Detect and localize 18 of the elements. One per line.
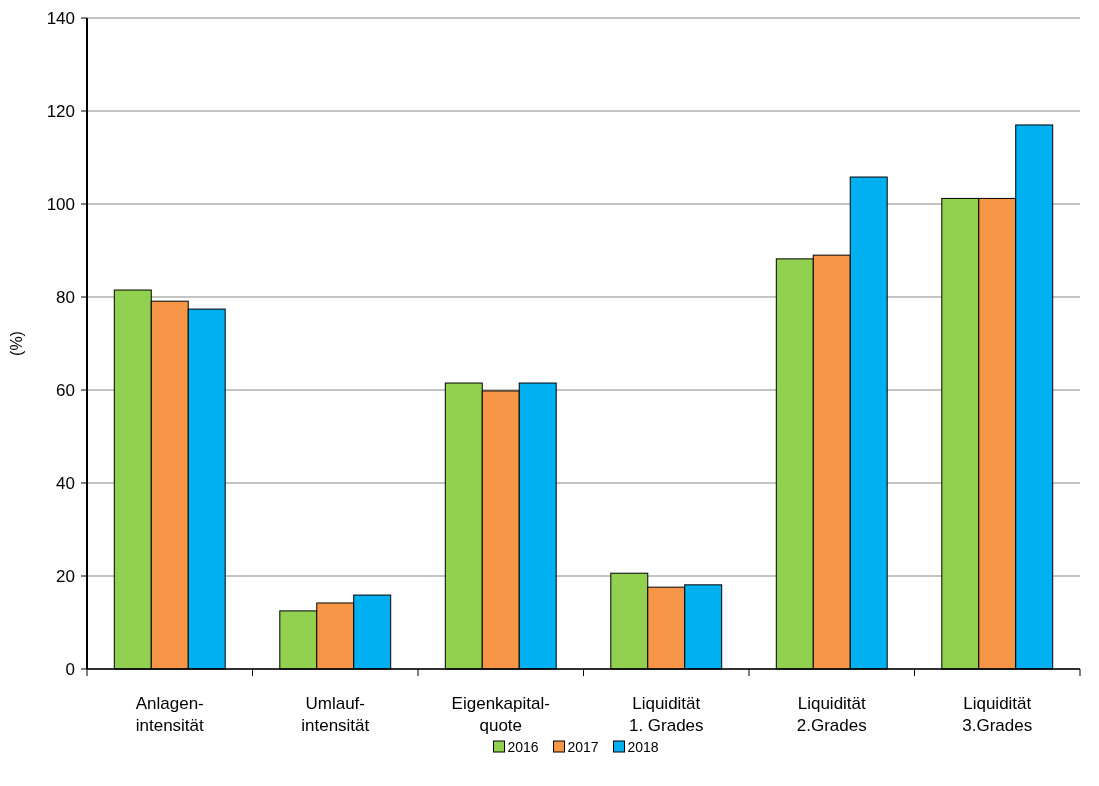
y-tick-label: 20 [56, 566, 75, 586]
y-tick-label: 140 [46, 8, 75, 28]
x-tick-label: Liquidität 3.Grades [962, 694, 1033, 735]
y-axis-title: (%) [8, 331, 25, 356]
legend-label: 2017 [567, 738, 599, 755]
y-tick-label: 100 [46, 194, 75, 214]
x-tick-label: Liquidität 2.Grades [796, 694, 867, 735]
y-tick-label: 120 [46, 101, 75, 121]
x-tick-label: Liquidität 1. Grades [628, 694, 704, 735]
legend-label: 2018 [627, 738, 659, 755]
y-tick-label: 80 [56, 287, 75, 307]
y-tick-label: 0 [65, 659, 75, 679]
y-tick-label: 40 [56, 473, 75, 493]
y-tick-label: 60 [56, 380, 75, 400]
legend-label: 2016 [507, 738, 539, 755]
x-tick-label: Umlauf- intensität [301, 694, 370, 735]
x-tick-label: Eigenkapital- quote [451, 694, 550, 735]
x-tick-label: Anlagen- intensität [135, 694, 205, 735]
